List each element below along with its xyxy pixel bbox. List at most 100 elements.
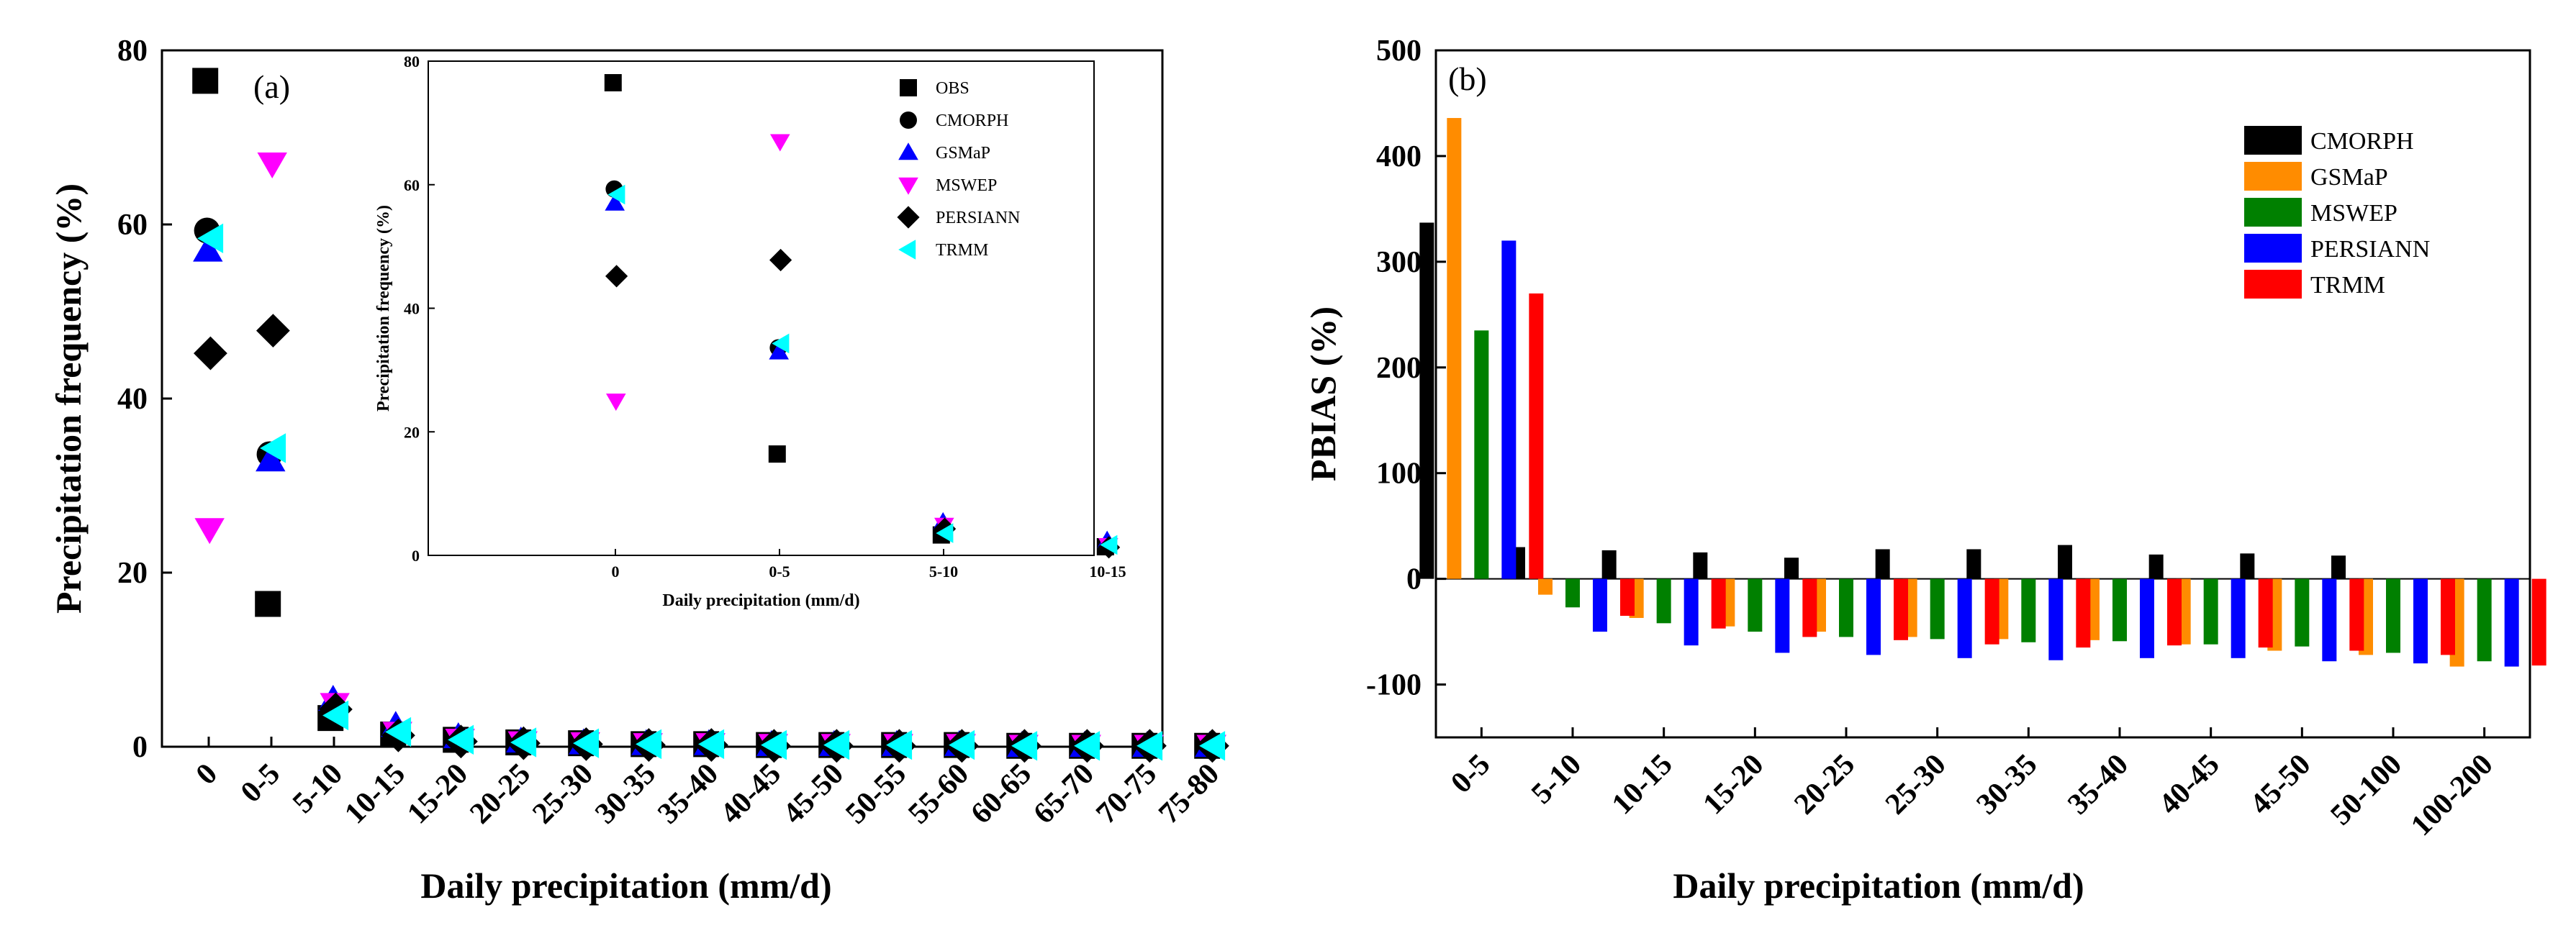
inset-point-persiann (769, 248, 792, 272)
panel-b-bar-mswep (1474, 330, 1489, 579)
panel-b-bar-trmm (2441, 578, 2455, 655)
panel-a-point-trmm (1011, 731, 1038, 761)
inset-point-trmm (1100, 535, 1118, 555)
legend-a-label-gsmap: GSMaP (936, 144, 990, 163)
panel-a-y-tick-label: 0 (132, 731, 148, 764)
panel-b-bar-mswep (1565, 578, 1580, 608)
panel-b-bar-persiann (2140, 578, 2154, 658)
panel-b-x-tick-label: 30-35 (1971, 748, 2044, 822)
panel-a-y-tick-label: 60 (117, 209, 148, 242)
panel-b-bar-persiann (2322, 578, 2337, 662)
panel-a-x-tick-label: 15-20 (401, 758, 474, 831)
inset-x-axis-title: Daily precipitation (mm/d) (662, 591, 859, 610)
legend-a-label-obs: OBS (936, 79, 970, 98)
legend-b-swatch-mswep (2244, 198, 2302, 227)
panel-b-bar-mswep (1656, 578, 1671, 624)
panel-a-point-obs (192, 68, 219, 94)
panel-b-bar-trmm (1802, 578, 1817, 637)
panel-b-bar-cmorph (1966, 549, 1981, 579)
legend-a-label-cmorph: CMORPH (936, 112, 1008, 130)
panel-b-y-tick-label: 300 (1376, 246, 1422, 279)
panel-a-point-trmm (322, 700, 349, 731)
inset-y-tick-label: 80 (404, 53, 420, 71)
panel-a-x-tick-label: 65-70 (1027, 758, 1101, 831)
panel-a-label: (a) (253, 68, 290, 105)
panel-a-point-trmm (573, 728, 600, 758)
panel-b-bar-mswep (2386, 578, 2400, 653)
panel-b-plot-frame (1434, 49, 2531, 739)
panel-b-bar-mswep (1748, 578, 1763, 632)
legend-a-label-trmm: TRMM (936, 241, 988, 260)
panel-b-bar-cmorph (1875, 549, 1890, 579)
inset-plot-frame (428, 60, 1095, 556)
inset-x-tick-label: 5-10 (929, 563, 958, 581)
panel-b-bar-trmm (1894, 578, 1908, 640)
panel-b-y-tick-label: 100 (1376, 458, 1422, 491)
inset-y-tick-label: 40 (404, 300, 420, 318)
inset-point-mswep (606, 394, 626, 411)
panel-a-point-trmm (385, 717, 412, 747)
panel-b-bar-mswep (1930, 578, 1945, 640)
panel-b-x-tick-label: 5-10 (1525, 748, 1588, 811)
panel-b-bar-gsmap (1447, 118, 1462, 579)
legend-a-marker-persiann (897, 206, 920, 229)
panel-b-x-tick-label: 25-30 (1879, 748, 1953, 822)
panel-b-y-tick-label: 500 (1376, 35, 1422, 68)
inset-y-tick-label: 0 (412, 547, 420, 565)
legend-a-label-persiann: PERSIANN (936, 209, 1020, 227)
inset-point-gsmap (605, 193, 625, 211)
panel-b-bar-trmm (2258, 578, 2273, 648)
panel-a-x-tick-label: 70-75 (1090, 758, 1163, 831)
panel-b-bar-cmorph (2148, 554, 2164, 579)
legend-b-swatch-persiann (2244, 234, 2302, 263)
inset-point-trmm (936, 523, 954, 543)
panel-a-point-trmm (698, 729, 725, 760)
panel-b-bar-cmorph (2058, 545, 2072, 579)
inset-y-tick-label: 60 (404, 176, 420, 194)
panel-b-bar-persiann (1593, 578, 1607, 632)
panel-a-point-mswep (257, 153, 287, 178)
inset-y-tick-label: 20 (404, 423, 420, 441)
panel-a-x-tick-label: 40-45 (714, 758, 787, 831)
panel-b-x-tick-label: 10-15 (1606, 748, 1679, 822)
panel-b-bar-cmorph (1693, 552, 1708, 579)
legend-a-marker-obs (900, 79, 917, 96)
panel-a-x-tick-label: 10-15 (338, 758, 412, 831)
panel-b-x-tick-label: 50-100 (2324, 748, 2408, 832)
panel-a-point-trmm (1074, 731, 1101, 761)
panel-b-y-tick-label: 200 (1376, 352, 1422, 385)
panel-a-y-tick-label: 40 (117, 383, 148, 416)
panel-b-bar-mswep (2021, 578, 2036, 642)
panel-a-point-trmm (823, 729, 850, 760)
panel-b-x-axis-title: Daily precipitation (mm/d) (1673, 865, 2084, 906)
panel-b-bar-persiann (1866, 578, 1881, 655)
panel-a-x-tick-label: 0-5 (235, 758, 286, 809)
panel-a-x-tick-label: 75-80 (1152, 758, 1226, 831)
panel-a-point-persiann (194, 336, 227, 370)
panel-b-x-tick-label: 0-5 (1445, 748, 1496, 800)
panel-a-y-axis-title: Precipitation frequency (%) (48, 183, 89, 614)
panel-b-bar-trmm (1620, 578, 1635, 617)
panel-b-bar-trmm (1984, 578, 1999, 645)
panel-b-bar-persiann (1684, 578, 1699, 646)
legend-a-marker-trmm (898, 240, 916, 260)
panel-b-x-tick-label: 20-25 (1788, 748, 1861, 822)
panel-a-point-gsmap (193, 235, 223, 262)
legend-a-marker-mswep (898, 177, 918, 195)
panel-a-point-trmm (886, 729, 913, 760)
panel-a-x-tick-label: 60-65 (964, 758, 1038, 831)
inset-x-tick-label: 0 (612, 563, 620, 581)
panel-b-bar-mswep (2112, 578, 2127, 642)
panel-a-point-trmm (260, 433, 286, 463)
panel-a-x-tick-label: 20-25 (464, 758, 537, 831)
panel-a-point-mswep (194, 518, 225, 545)
panel-a-x-tick-label: 35-40 (651, 758, 725, 831)
panel-a-point-trmm (510, 727, 537, 758)
panel-b-x-tick-label: 15-20 (1697, 748, 1771, 822)
panel-b-bar-persiann (1501, 240, 1517, 579)
inset-point-trmm (607, 184, 625, 205)
panel-a-x-axis-title: Daily precipitation (mm/d) (420, 865, 831, 906)
panel-b-label: (b) (1448, 60, 1487, 97)
panel-a-x-tick-label: 45-50 (777, 758, 850, 831)
